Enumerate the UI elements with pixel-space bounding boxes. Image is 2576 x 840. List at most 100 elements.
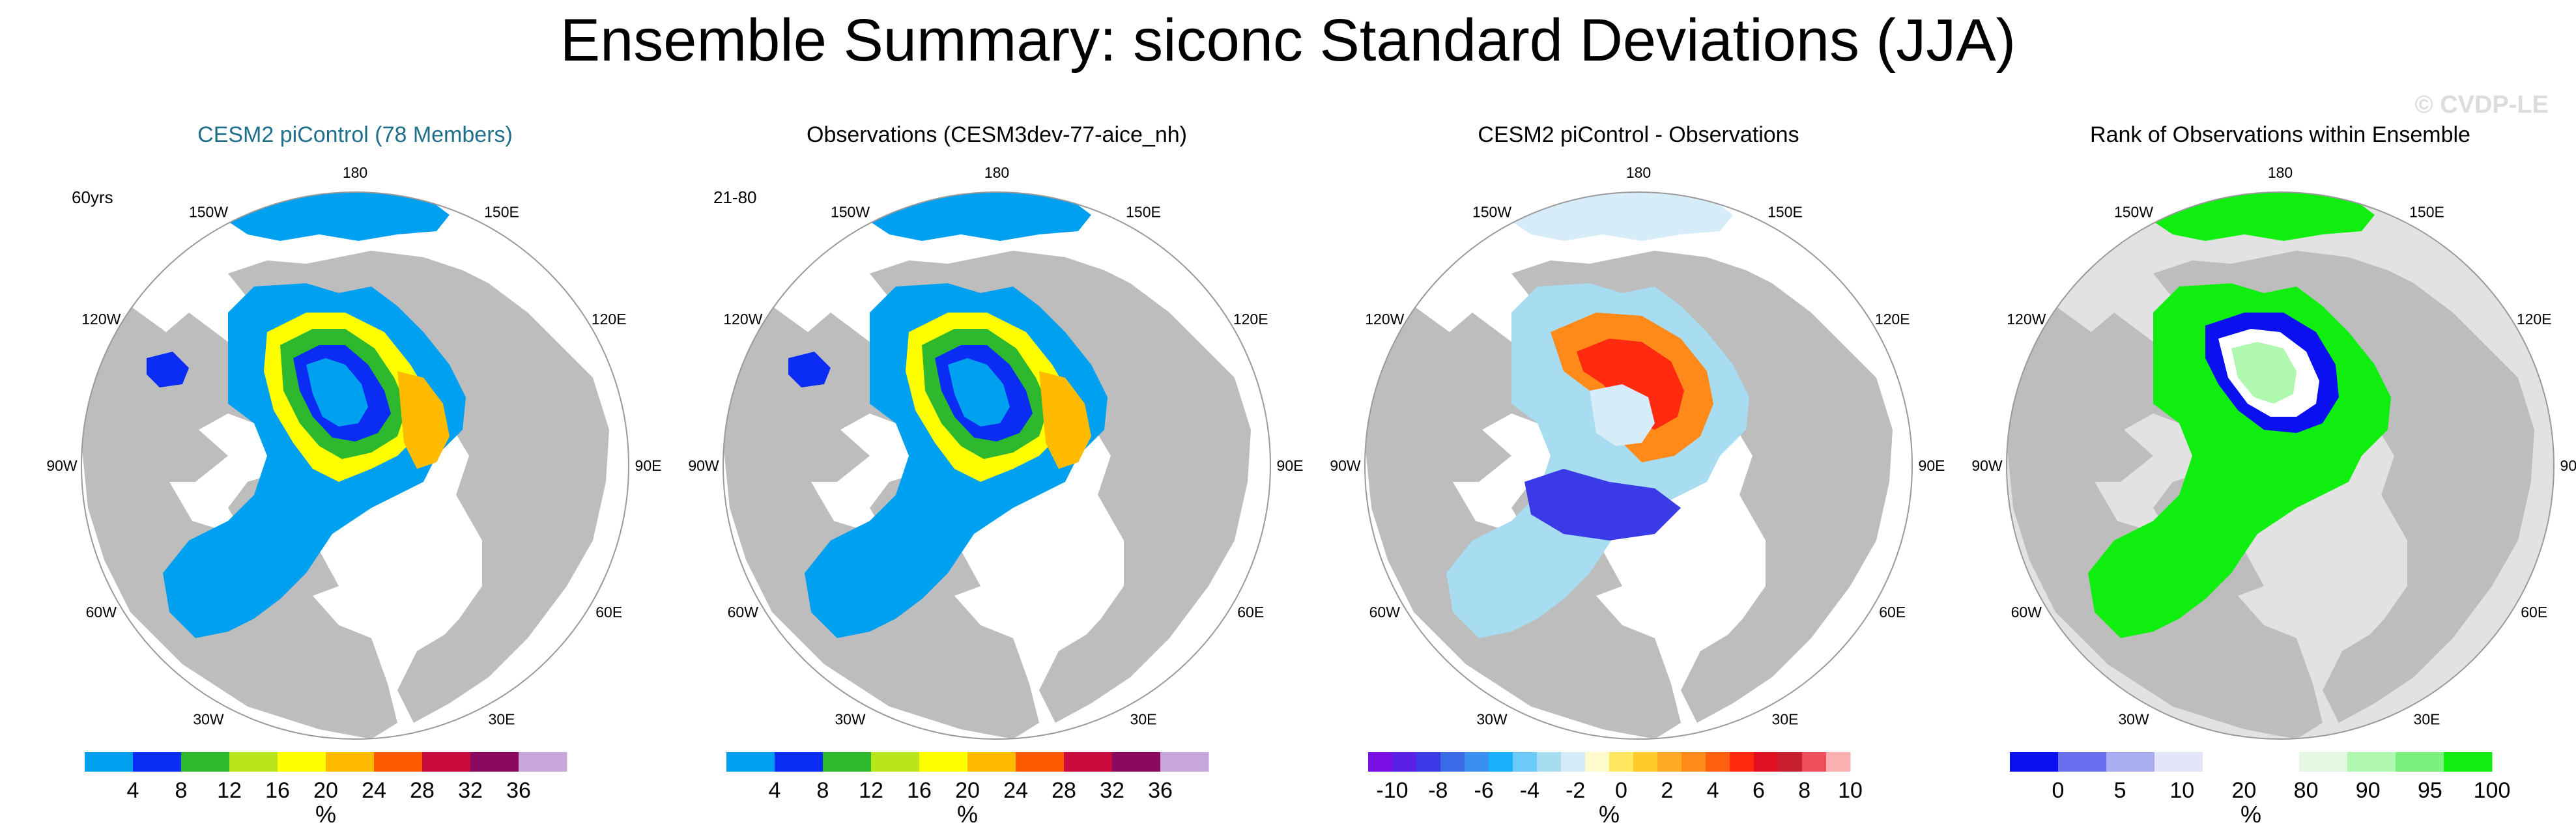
sea-ice-region-edge: [397, 371, 450, 469]
difference-region-bering: [1511, 192, 1733, 241]
colorbar-swatch: [85, 752, 134, 772]
colorbar-unit: %: [2240, 801, 2261, 828]
colorbar-swatch: [1416, 752, 1441, 772]
colorbar-tick-label: 100: [2474, 778, 2511, 803]
longitude-label: 150E: [1126, 203, 1161, 220]
map-panel-observations: Observations (CESM3dev-77-aice_nh) 21-80 1…: [674, 117, 1319, 840]
colorbar-tick-label: 16: [907, 778, 932, 803]
polar-map: 180150E120E90E60E30E030W60W90W120W150W48…: [46, 164, 662, 828]
colorbar-swatch: [1537, 752, 1562, 772]
longitude-label: 120W: [723, 311, 762, 328]
polar-map: 180 150E 120E 90E 60E 30E 0 30W 60W 90W 120W 150W -1…: [1330, 164, 1945, 828]
polar-map: 180150E120E90E60E30E030W60W90W120W150W05…: [1971, 164, 2576, 828]
colorbar-swatch: [1730, 752, 1754, 772]
colorbar-swatch: [1392, 752, 1417, 772]
colorbar-swatch: [470, 752, 519, 772]
sea-ice-region-center: [306, 358, 368, 427]
colorbar-tick-label: 95: [2418, 778, 2442, 803]
map-panel-difference: CESM2 piControl - Observations 180 150E 120…: [1316, 117, 1961, 840]
colorbar-swatch: [1682, 752, 1706, 772]
colorbar-tick-label: 8: [817, 778, 829, 803]
colorbar-swatch: [1561, 752, 1586, 772]
difference-region-near-zero: [1590, 384, 1655, 446]
sea-ice-region-center: [948, 358, 1010, 427]
colorbar-swatch: [1754, 752, 1779, 772]
longitude-label: 150E: [2409, 203, 2444, 220]
colorbar-tick-label: 28: [410, 778, 435, 803]
longitude-label: 90W: [688, 457, 719, 474]
colorbar-tick-label: -8: [1428, 778, 1448, 803]
colorbar-tick-label: 12: [859, 778, 883, 803]
colorbar-swatch: [1160, 752, 1209, 772]
figure-title: Ensemble Summary: siconc Standard Deviat…: [560, 7, 2016, 74]
colorbar-swatch: [919, 752, 968, 772]
colorbar-swatch: [775, 752, 823, 772]
colorbar-swatch: [181, 752, 230, 772]
colorbar-swatch: [2203, 752, 2252, 772]
colorbar-tick-label: 4: [769, 778, 781, 803]
colorbar-swatch: [1368, 752, 1393, 772]
colorbar-tick-label: 20: [955, 778, 980, 803]
colorbar-tick-label: 4: [127, 778, 139, 803]
colorbar-tick-label: 36: [1148, 778, 1173, 803]
colorbar-swatch: [2010, 752, 2059, 772]
difference-region-negative: [1524, 469, 1681, 540]
colorbar-tick-label: 20: [313, 778, 338, 803]
longitude-label: 30E: [1772, 711, 1799, 728]
colorbar-tick-label: 2: [1661, 778, 1673, 803]
colorbar-swatch: [2299, 752, 2348, 772]
land-mass: [228, 251, 609, 723]
colorbar-unit: %: [315, 801, 336, 828]
longitude-label: 60E: [1237, 604, 1264, 621]
sea-ice-region-edge: [1039, 371, 1091, 469]
longitude-label: 180: [2268, 164, 2293, 181]
colorbar-swatch: [823, 752, 872, 772]
colorbar-swatch: [422, 752, 471, 772]
colorbar-tick-label: 6: [1753, 778, 1765, 803]
longitude-label: 30W: [2118, 711, 2149, 728]
longitude-label: 150W: [189, 203, 228, 220]
longitude-label: 60W: [728, 604, 759, 621]
colorbar-swatch: [1657, 752, 1682, 772]
colorbar-tick-label: 36: [506, 778, 531, 803]
longitude-label: 180: [1626, 164, 1651, 181]
polar-map: 180150E120E90E60E30E030W60W90W120W150W48…: [688, 164, 1303, 828]
map-content: [723, 192, 1251, 739]
colorbar-swatch: [1064, 752, 1113, 772]
land-mass: [1511, 251, 1893, 723]
colorbar-tick-label: 0: [2052, 778, 2065, 803]
map-border: [81, 191, 629, 740]
colorbar-swatch: [2251, 752, 2300, 772]
longitude-label: 90W: [1330, 457, 1361, 474]
panel-title: Rank of Observations within Ensemble: [2090, 122, 2470, 147]
colorbar-swatch: [1112, 752, 1161, 772]
land-mass: [870, 251, 1251, 723]
colorbar-tick-label: 8: [1798, 778, 1810, 803]
longitude-label: 30W: [835, 711, 866, 728]
colorbar-swatch: [871, 752, 920, 772]
colorbar-tick-label: -6: [1474, 778, 1493, 803]
panel-note: 60yrs: [72, 188, 113, 207]
panel-title: Observations (CESM3dev-77-aice_nh): [807, 122, 1187, 147]
colorbar-tick-label: 16: [265, 778, 290, 803]
longitude-label: 120E: [1233, 311, 1268, 328]
colorbar-swatch: [967, 752, 1016, 772]
longitude-label: 30W: [1476, 711, 1508, 728]
colorbar-tick-label: 5: [2114, 778, 2126, 803]
longitude-label: 90E: [635, 457, 662, 474]
panel-title: CESM2 piControl - Observations: [1478, 122, 1799, 147]
colorbar-tick-label: 28: [1052, 778, 1076, 803]
longitude-label: 60W: [2011, 604, 2042, 621]
colorbar-swatch: [1778, 752, 1803, 772]
colorbar-swatch: [1706, 752, 1730, 772]
cvdp-watermark: © CVDP-LE: [2414, 91, 2549, 119]
colorbar-tick-label: -4: [1520, 778, 1539, 803]
longitude-label: 90W: [1971, 457, 2003, 474]
colorbar-tick-label: 24: [362, 778, 386, 803]
colorbar-swatch: [2154, 752, 2203, 772]
colorbar-swatch: [374, 752, 423, 772]
map-panel-rank: Rank of Observations within Ensemble 180 1…: [1958, 117, 2576, 840]
longitude-label: 60W: [1369, 604, 1401, 621]
colorbar-tick-label: 24: [1003, 778, 1028, 803]
map-content: [2007, 192, 2534, 739]
